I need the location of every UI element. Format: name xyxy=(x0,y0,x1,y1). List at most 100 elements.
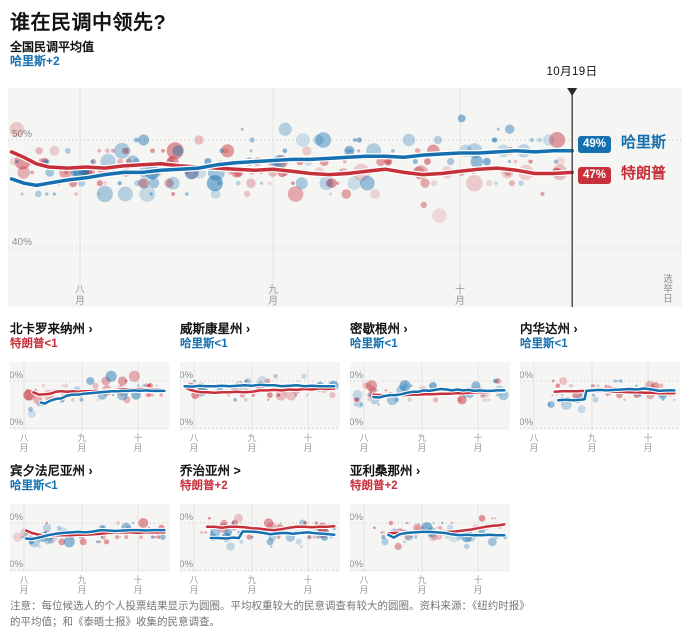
state-title-link-north-carolina[interactable]: 北卡罗来纳州 › xyxy=(10,322,93,336)
month-axis-label: 月 xyxy=(474,585,483,595)
poll-dot-trump xyxy=(157,535,161,539)
poll-dot-harris xyxy=(360,175,375,191)
y-axis-tick-label: 40% xyxy=(10,559,24,570)
poll-dot-harris xyxy=(45,192,49,196)
state-title-link-wisconsin[interactable]: 威斯康星州 › xyxy=(180,322,251,336)
poll-dot-trump xyxy=(121,394,124,397)
poll-dot-harris xyxy=(233,398,237,402)
month-axis-label: 月 xyxy=(268,295,278,307)
poll-dot-harris xyxy=(155,384,158,387)
month-axis-label: 八 xyxy=(75,285,85,296)
poll-dot-harris xyxy=(529,137,534,143)
poll-dot-trump xyxy=(551,394,554,397)
poll-dot-harris xyxy=(48,539,53,544)
poll-dot-harris xyxy=(402,133,416,147)
poll-dot-harris xyxy=(217,181,221,185)
poll-dot-harris xyxy=(471,381,481,391)
poll-dot-trump xyxy=(368,384,372,387)
poll-dot-harris xyxy=(226,542,235,551)
poll-dot-trump xyxy=(424,158,431,165)
poll-dot-trump xyxy=(96,180,103,187)
poll-dot-harris xyxy=(359,402,363,407)
date-marker-triangle xyxy=(567,88,578,96)
month-axis-label: 月 xyxy=(19,585,28,595)
poll-dot-harris xyxy=(210,531,213,534)
poll-dot-harris xyxy=(366,392,372,398)
state-title-link-michigan[interactable]: 密歇根州 › xyxy=(350,322,408,336)
month-axis-label: 八 xyxy=(189,575,198,585)
trend-line-harris xyxy=(9,149,574,188)
poll-dot-harris xyxy=(483,157,491,166)
poll-dot-trump xyxy=(246,534,252,540)
poll-dot-harris xyxy=(124,393,128,397)
poll-dot-harris xyxy=(673,398,676,401)
month-axis-label: 月 xyxy=(644,443,653,453)
state-title-link-georgia[interactable]: 乔治亚州 > xyxy=(180,464,241,478)
state-title-link-nevada[interactable]: 内华达州 › xyxy=(520,322,578,336)
poll-dot-trump xyxy=(105,148,110,153)
poll-dot-trump xyxy=(246,178,256,188)
poll-dot-harris xyxy=(112,394,115,397)
poll-dot-harris xyxy=(518,180,524,186)
y-axis-tick-label: 50% xyxy=(10,370,24,381)
poll-dot-trump xyxy=(335,181,340,185)
poll-dot-harris xyxy=(487,398,491,402)
poll-dot-trump xyxy=(431,533,438,541)
poll-dot-trump xyxy=(103,539,110,545)
month-axis-label: 九 xyxy=(247,575,256,585)
poll-dot-harris xyxy=(20,535,24,539)
poll-dot-harris xyxy=(44,539,50,545)
poll-dot-harris xyxy=(446,524,454,531)
month-axis-label: 八 xyxy=(189,433,198,443)
month-axis-label: 月 xyxy=(189,585,198,595)
harris-result-badge: 49% xyxy=(578,136,612,153)
poll-dot-trump xyxy=(200,530,204,535)
poll-dot-harris xyxy=(431,521,435,525)
poll-dot-harris xyxy=(299,544,304,549)
poll-dot-trump xyxy=(376,157,386,166)
poll-dot-trump xyxy=(164,178,174,188)
poll-dot-trump xyxy=(287,186,304,202)
state-title-link-arizona[interactable]: 亚利桑那州 › xyxy=(350,464,421,478)
month-axis-label: 月 xyxy=(19,443,28,453)
poll-dot-harris xyxy=(79,397,84,402)
poll-dot-harris xyxy=(312,535,316,539)
poll-dot-trump xyxy=(61,384,64,387)
poll-dot-harris xyxy=(409,384,413,388)
poll-dot-harris xyxy=(210,189,221,199)
poll-dot-trump xyxy=(405,521,408,525)
poll-dot-harris xyxy=(239,539,244,544)
poll-dot-trump xyxy=(151,393,154,397)
month-axis-label: 十 xyxy=(304,574,313,585)
poll-dot-harris xyxy=(57,525,61,530)
poll-dot-trump xyxy=(154,535,157,539)
poll-dot-trump xyxy=(367,398,371,402)
poll-dot-trump xyxy=(267,398,270,401)
harris-name-label: 哈里斯 xyxy=(621,134,667,151)
poll-dot-harris xyxy=(131,521,135,525)
poll-dot-harris xyxy=(296,133,310,147)
poll-dot-harris xyxy=(231,521,235,525)
poll-dot-trump xyxy=(30,170,35,175)
poll-dot-harris xyxy=(138,177,150,189)
poll-dot-trump xyxy=(314,521,319,525)
y-axis-tick-label: 40% xyxy=(520,417,534,428)
poll-dot-trump xyxy=(431,180,438,187)
poll-dot-harris xyxy=(507,159,512,164)
poll-dot-trump xyxy=(415,525,420,530)
poll-dot-harris xyxy=(20,192,24,196)
poll-dot-trump xyxy=(128,370,140,382)
footnote: 注意：每位候选人的个人投票结果显示为圆圈。平均权重较大的民意调查有较大的圆圈。资… xyxy=(10,598,550,630)
poll-dot-trump xyxy=(433,384,437,388)
state-title-link-pennsylvania[interactable]: 宾夕法尼亚州 › xyxy=(10,464,93,478)
poll-dot-harris xyxy=(38,544,42,549)
poll-dot-harris xyxy=(35,190,42,198)
month-axis-label: 八 xyxy=(19,575,28,585)
poll-dot-trump xyxy=(592,384,596,388)
poll-dot-trump xyxy=(35,147,43,155)
poll-dot-harris xyxy=(547,403,551,406)
